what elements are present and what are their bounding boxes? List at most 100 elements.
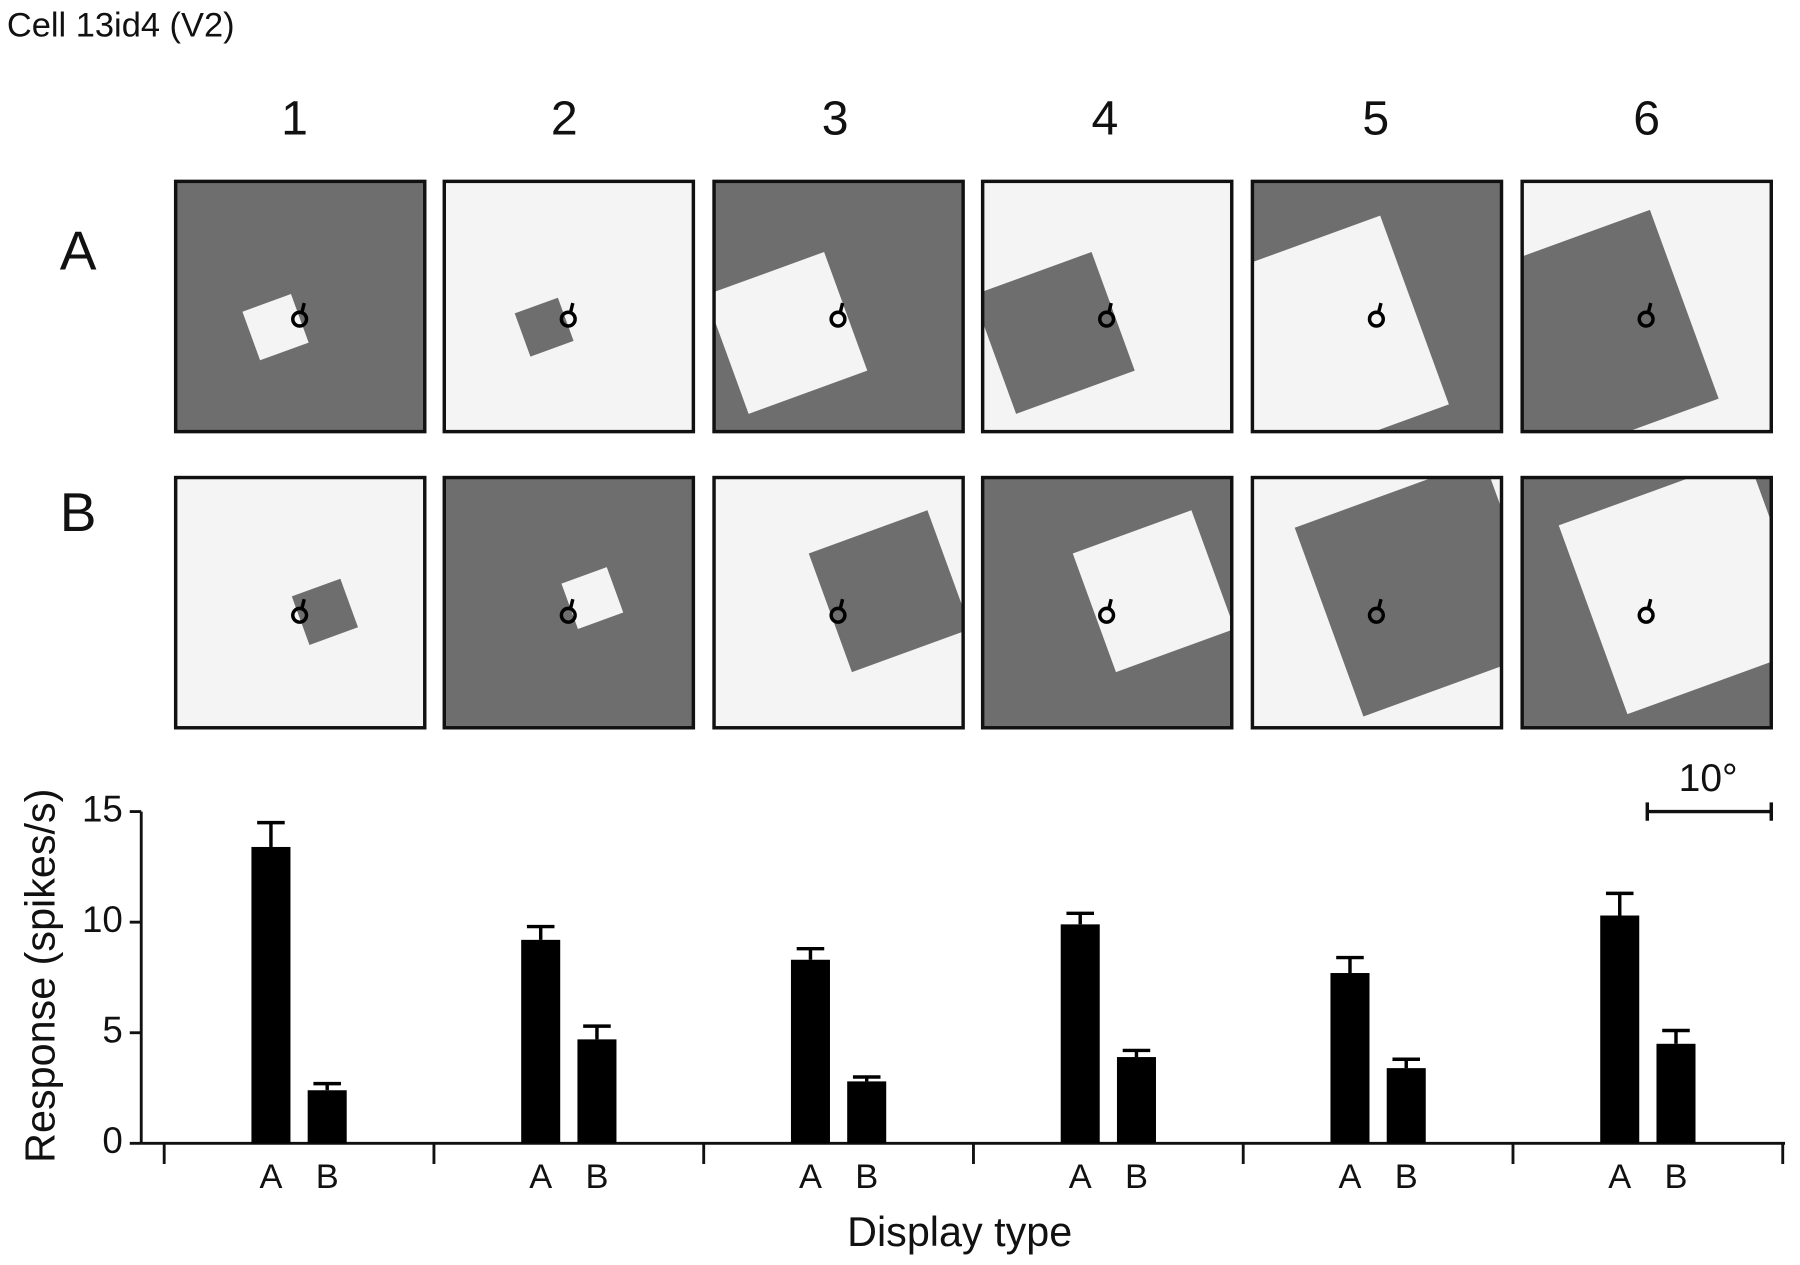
stimulus-square bbox=[1522, 209, 1719, 432]
fixation-tick bbox=[1377, 598, 1383, 609]
fixation-tick bbox=[568, 302, 575, 313]
y-axis-label: Response (spikes/s) bbox=[18, 789, 64, 1163]
error-bar bbox=[1605, 891, 1634, 916]
panel-border bbox=[712, 475, 965, 730]
error-bar bbox=[257, 820, 285, 847]
x-tick-label: A bbox=[799, 1158, 822, 1196]
fixation-spot bbox=[559, 310, 577, 328]
panel-border bbox=[442, 475, 696, 730]
fixation-spot bbox=[829, 310, 847, 328]
error-bar bbox=[852, 1075, 881, 1082]
fixation-tick bbox=[838, 598, 845, 609]
stimulus-square bbox=[1558, 477, 1772, 715]
stimulus-square bbox=[1294, 477, 1502, 717]
bar bbox=[790, 959, 830, 1144]
x-tick-label: A bbox=[529, 1158, 552, 1196]
stimulus-panel bbox=[1252, 181, 1502, 432]
column-label: 5 bbox=[1362, 91, 1389, 145]
fixation-spot bbox=[1098, 606, 1116, 624]
panel-border bbox=[173, 179, 427, 434]
panel-border bbox=[980, 475, 1234, 730]
y-tick-label: 15 bbox=[82, 788, 123, 829]
row-label: B bbox=[60, 481, 97, 543]
scale-bar bbox=[1645, 802, 1773, 821]
fixation-spot bbox=[1637, 606, 1655, 624]
stimulus-square bbox=[714, 251, 868, 414]
row-label: A bbox=[60, 219, 97, 281]
error-bar bbox=[526, 924, 555, 940]
fixation-tick bbox=[568, 598, 575, 609]
x-tick-label: B bbox=[316, 1158, 339, 1196]
error-bar bbox=[1336, 955, 1364, 974]
x-tick-label: B bbox=[1665, 1158, 1688, 1196]
x-tick-label: A bbox=[1069, 1158, 1092, 1196]
bar bbox=[1386, 1068, 1426, 1144]
error-bar bbox=[583, 1024, 611, 1040]
stimulus-square bbox=[242, 294, 309, 361]
stimulus-square bbox=[1252, 215, 1449, 432]
panel-border bbox=[173, 475, 427, 730]
stimulus-panel bbox=[982, 477, 1232, 728]
stimulus-panel bbox=[714, 181, 964, 432]
x-tick-label: B bbox=[1125, 1158, 1148, 1196]
bar bbox=[1656, 1043, 1696, 1144]
stimulus-square bbox=[514, 297, 574, 357]
panel-border bbox=[1520, 179, 1773, 434]
x-tick-label: B bbox=[585, 1158, 608, 1196]
error-bar bbox=[1066, 911, 1094, 925]
bar bbox=[1060, 924, 1100, 1144]
stimulus-square bbox=[291, 578, 358, 645]
panel-border bbox=[1520, 475, 1773, 730]
column-label: 2 bbox=[551, 91, 578, 145]
stimulus-panel bbox=[982, 181, 1232, 432]
fixation-tick bbox=[1107, 302, 1113, 313]
panel-bg bbox=[444, 181, 694, 432]
scale-bar-label: 10° bbox=[1679, 757, 1738, 800]
x-tick-label: A bbox=[1338, 1158, 1361, 1196]
fixation-tick bbox=[1646, 598, 1653, 609]
panel-border bbox=[1250, 475, 1504, 730]
bar bbox=[307, 1090, 347, 1144]
column-label: 3 bbox=[822, 91, 849, 145]
x-tick-label: B bbox=[1395, 1158, 1418, 1196]
fixation-spot bbox=[1098, 310, 1116, 328]
error-bar bbox=[1122, 1048, 1151, 1058]
bar bbox=[251, 846, 291, 1144]
y-tick-label: 5 bbox=[102, 1009, 122, 1050]
fixation-spot bbox=[1367, 606, 1385, 624]
column-label: 1 bbox=[281, 91, 308, 145]
panel-border bbox=[442, 179, 696, 434]
x-tick-label: B bbox=[855, 1158, 878, 1196]
fixation-tick bbox=[1377, 302, 1383, 313]
column-label: 4 bbox=[1091, 91, 1118, 145]
fixation-tick bbox=[1107, 598, 1113, 609]
panel-border bbox=[1250, 179, 1504, 434]
y-tick-label: 0 bbox=[102, 1120, 122, 1161]
figure-title: Cell 13id4 (V2) bbox=[7, 7, 235, 45]
error-bar bbox=[796, 946, 825, 960]
stimulus-square bbox=[1072, 510, 1232, 673]
stimulus-square bbox=[808, 510, 964, 673]
bar bbox=[847, 1081, 887, 1144]
fixation-tick bbox=[1646, 302, 1653, 313]
fixation-spot bbox=[1637, 310, 1655, 328]
error-bar bbox=[1662, 1028, 1690, 1044]
error-bar bbox=[1392, 1057, 1421, 1069]
column-label: 6 bbox=[1633, 91, 1660, 145]
bar bbox=[521, 939, 561, 1144]
stimulus-panel bbox=[444, 477, 694, 728]
stimulus-square bbox=[561, 567, 624, 629]
panel-border bbox=[980, 179, 1234, 434]
fixation-spot bbox=[291, 310, 309, 328]
stimulus-panel bbox=[714, 477, 964, 728]
stimulus-panel bbox=[175, 181, 425, 432]
fixation-spot bbox=[1367, 310, 1385, 328]
x-axis-label: Display type bbox=[847, 1209, 1072, 1255]
stimulus-panel bbox=[175, 477, 425, 728]
fixation-spot bbox=[559, 606, 577, 624]
x-tick-label: A bbox=[1608, 1158, 1631, 1196]
bar bbox=[1116, 1057, 1156, 1144]
fixation-spot bbox=[829, 606, 847, 624]
bar bbox=[577, 1039, 617, 1144]
